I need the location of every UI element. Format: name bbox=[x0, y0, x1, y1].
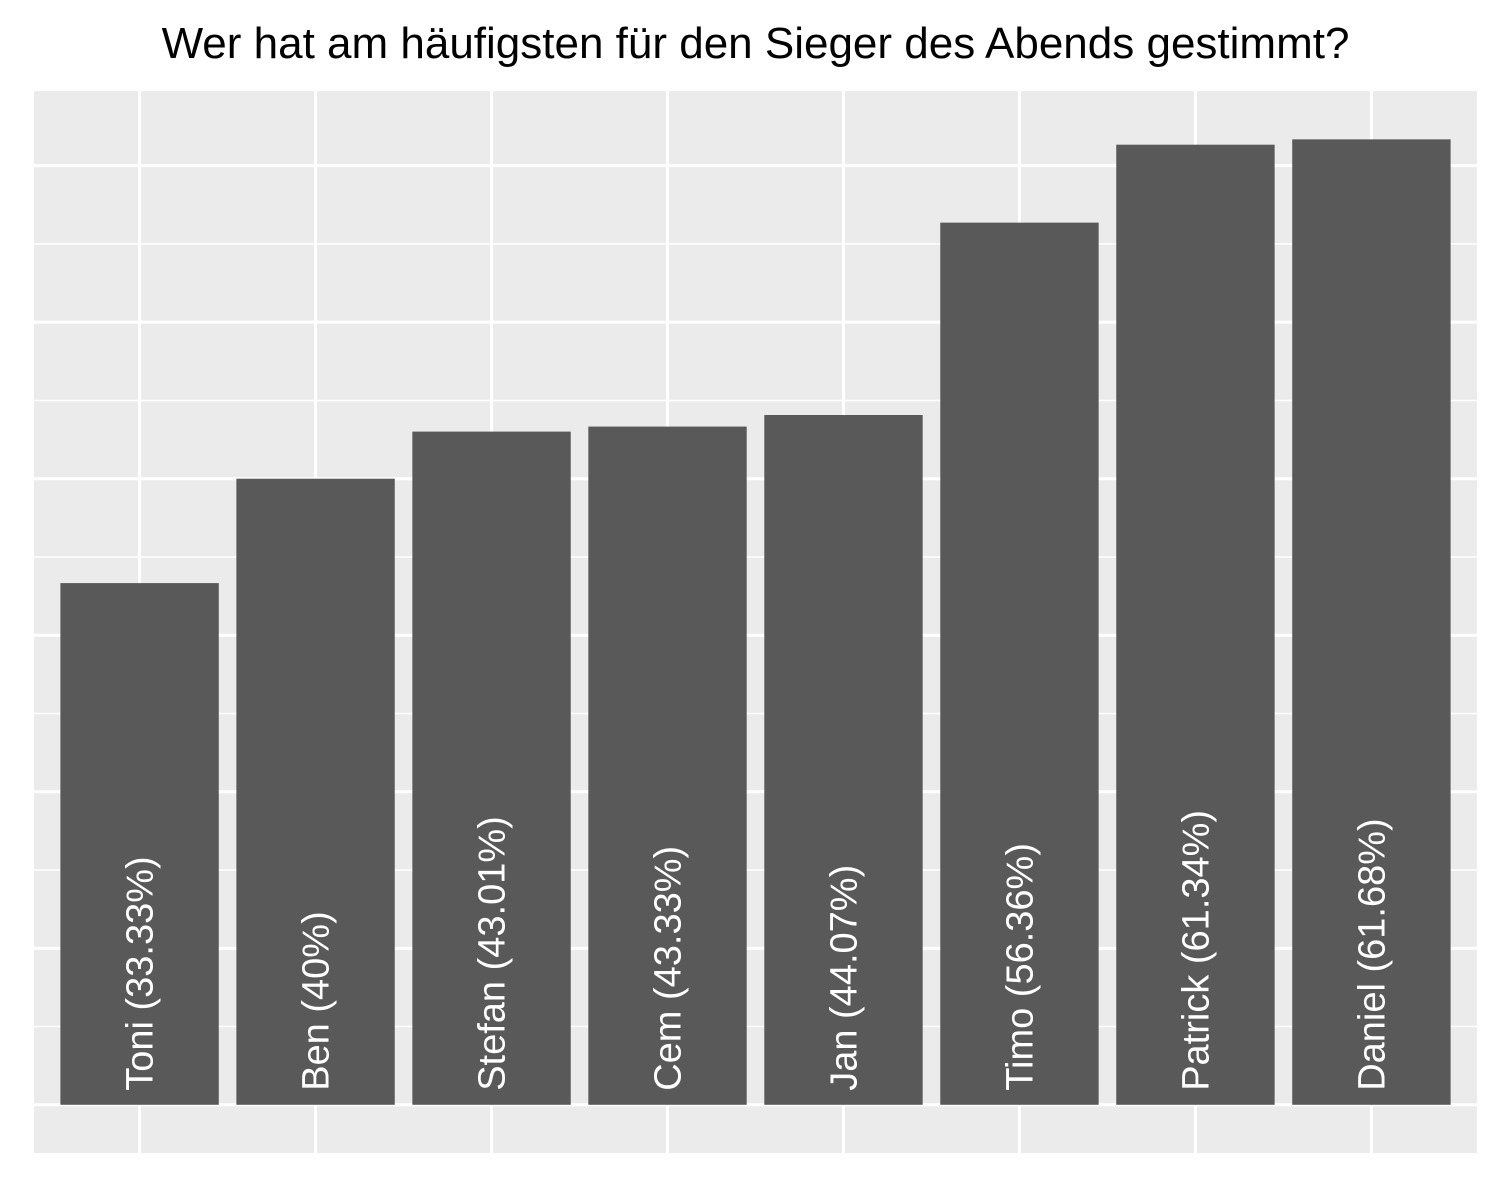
bar-ben bbox=[236, 478, 395, 1105]
bar-label-patrick: Patrick (61.34%) bbox=[1175, 810, 1217, 1091]
bar-label-daniel: Daniel (61.68%) bbox=[1351, 818, 1393, 1090]
bar-label-timo: Timo (56.36%) bbox=[999, 843, 1041, 1091]
bar-toni bbox=[60, 583, 219, 1105]
bar-jan bbox=[764, 415, 923, 1105]
bar-patrick bbox=[1116, 144, 1275, 1105]
bar-label-stefan: Stefan (43.01%) bbox=[472, 816, 514, 1091]
bar-stefan bbox=[412, 431, 571, 1105]
bar-label-jan: Jan (44.07%) bbox=[823, 865, 865, 1091]
bar-timo bbox=[940, 222, 1099, 1105]
bar-cem bbox=[588, 426, 747, 1105]
bar-label-toni: Toni (33.33%) bbox=[120, 856, 162, 1090]
chart-title: Wer hat am häufigsten für den Sieger des… bbox=[161, 19, 1350, 68]
bar-labels: Toni (33.33%) Ben (40%) Stefan (43.01%) Cem… bbox=[120, 810, 1394, 1091]
bars bbox=[60, 139, 1451, 1105]
bar-label-ben: Ben (40%) bbox=[296, 911, 338, 1091]
bar-daniel bbox=[1292, 139, 1451, 1105]
bar-label-cem: Cem (43.33%) bbox=[648, 846, 690, 1091]
